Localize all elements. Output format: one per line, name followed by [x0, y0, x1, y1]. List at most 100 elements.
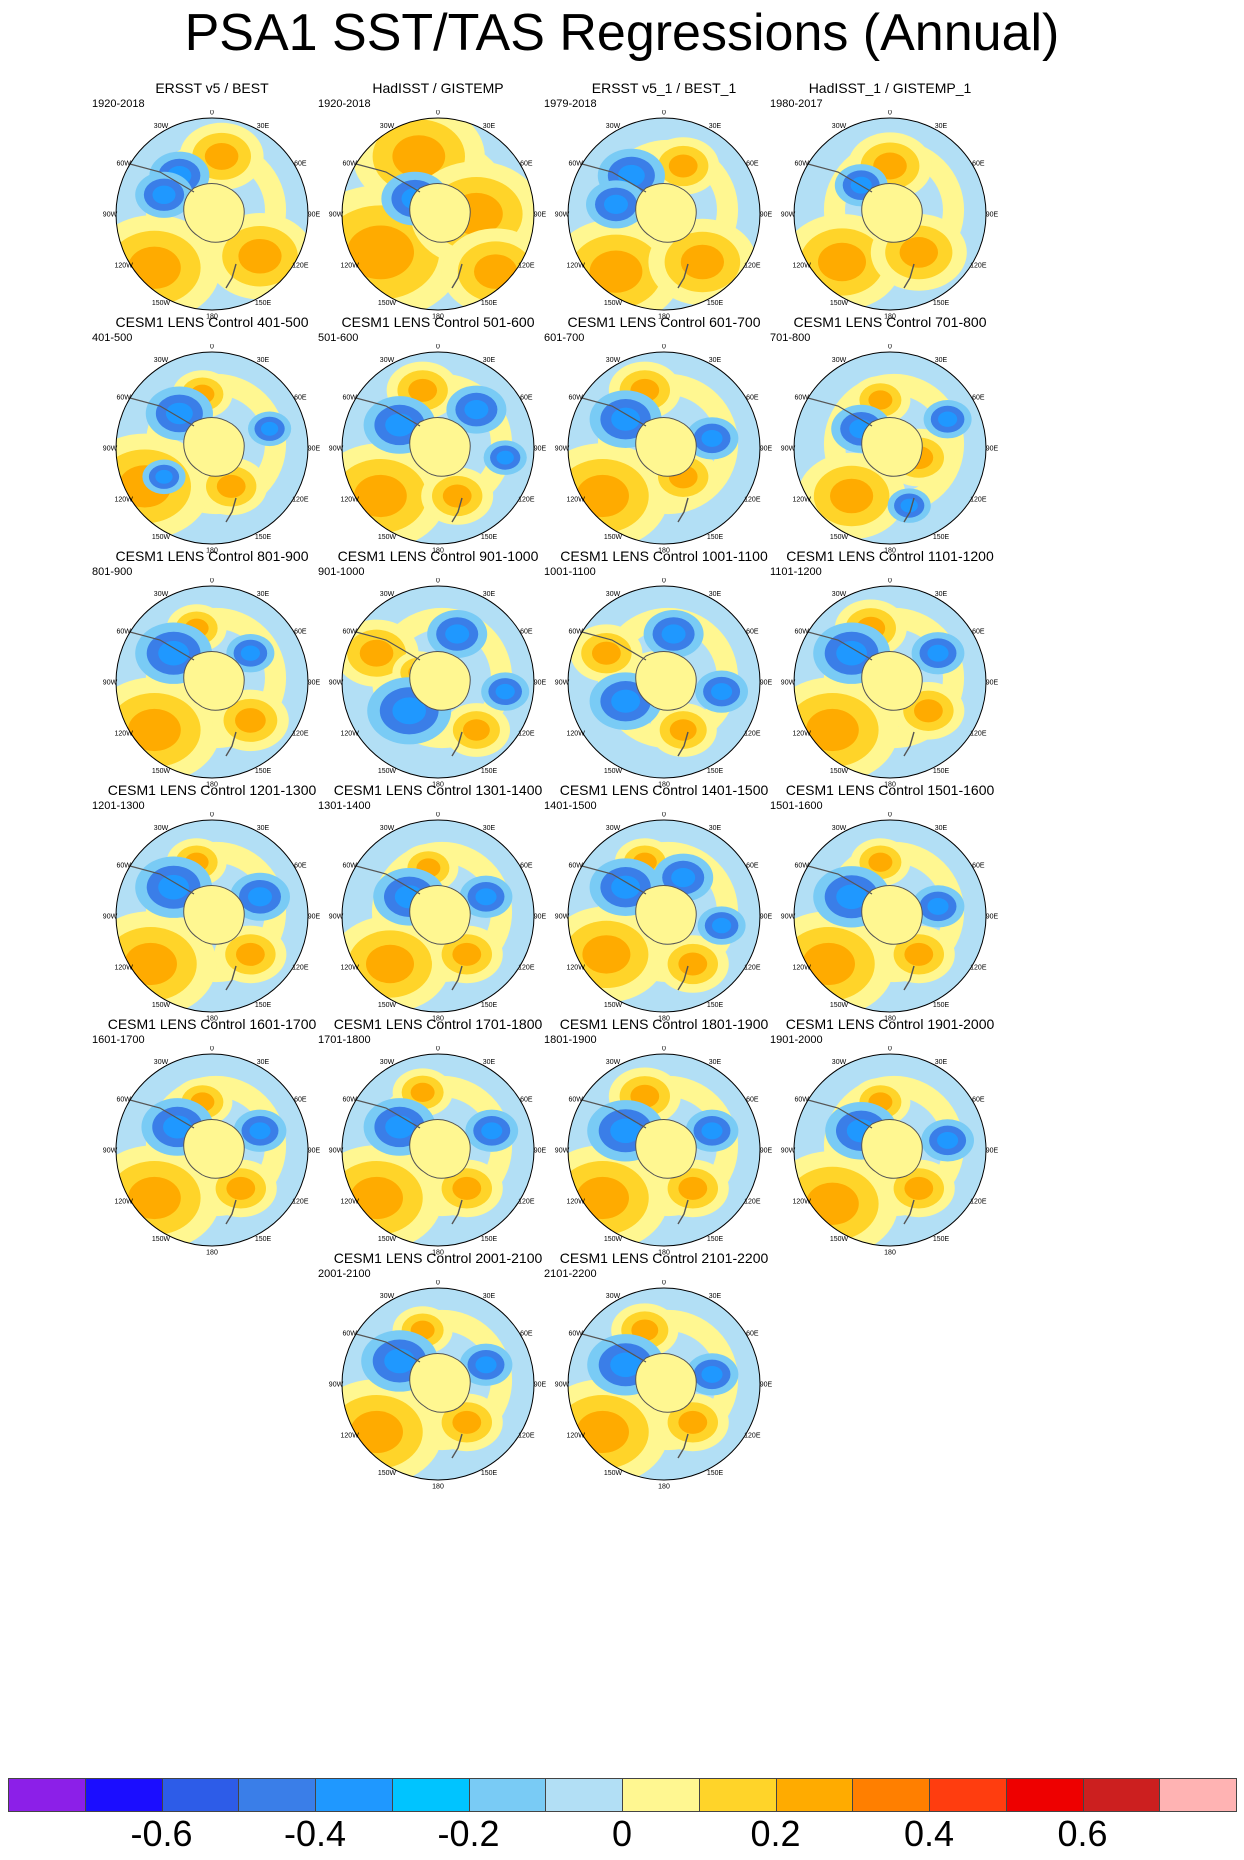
- panel-title: CESM1 LENS Control 1701-1800: [333, 1016, 543, 1032]
- longitude-label: 90E: [986, 680, 999, 687]
- colorbar-swatch: [238, 1778, 316, 1812]
- panel-period: 1979-2018: [544, 98, 597, 110]
- panel-title: CESM1 LENS Control 1901-2000: [785, 1016, 995, 1032]
- map-panel: CESM1 LENS Control 1201-1300 1201-1300 0 30…: [78, 782, 346, 1052]
- longitude-label: 30E: [935, 591, 948, 598]
- positive-anomaly: [238, 238, 282, 274]
- positive-anomaly: [128, 708, 181, 752]
- antarctica-outline: [183, 183, 245, 243]
- negative-anomaly: [385, 1115, 414, 1139]
- new-zealand-outline: [225, 1199, 237, 1225]
- longitude-label: 150W: [830, 1002, 849, 1009]
- longitude-label: 120E: [518, 1199, 535, 1206]
- negative-anomaly: [610, 1118, 641, 1144]
- longitude-label: 120E: [970, 497, 987, 504]
- map-panel: CESM1 LENS Control 1501-1600 1501-1600 0 30…: [756, 782, 1024, 1052]
- longitude-label: 180: [206, 548, 218, 555]
- panel-title: CESM1 LENS Control 2001-2100: [333, 1250, 543, 1266]
- longitude-label: 120E: [292, 731, 309, 738]
- new-zealand-outline: [677, 731, 689, 757]
- longitude-label: 0: [436, 1280, 440, 1287]
- panel-period: 1401-1500: [544, 800, 597, 812]
- longitude-label: 180: [206, 1016, 218, 1023]
- polar-map: 0 30E 60E 90E 120E 150E 180 150W 120W 90W 60W 30W: [329, 1280, 547, 1491]
- panel-period: 1301-1400: [318, 800, 371, 812]
- longitude-label: 180: [658, 314, 670, 321]
- map-boundary: [341, 585, 535, 779]
- longitude-label: 90W: [781, 446, 796, 453]
- longitude-label: 60W: [568, 161, 583, 168]
- longitude-label: 120E: [744, 965, 761, 972]
- longitude-label: 90W: [555, 1382, 570, 1389]
- longitude-label: 30E: [935, 123, 948, 130]
- peninsula-outline: [355, 631, 421, 661]
- longitude-label: 60E: [520, 161, 533, 168]
- negative-anomaly: [661, 624, 686, 644]
- longitude-label: 60E: [972, 1097, 985, 1104]
- longitude-label: 180: [206, 782, 218, 789]
- positive-anomaly: [904, 942, 934, 966]
- new-zealand-outline: [451, 731, 463, 757]
- longitude-label: 60W: [794, 161, 809, 168]
- longitude-label: 120E: [970, 263, 987, 270]
- longitude-label: 150W: [830, 768, 849, 775]
- new-zealand-outline: [225, 497, 237, 523]
- positive-anomaly: [124, 942, 177, 986]
- longitude-label: 30E: [483, 357, 496, 364]
- panel-period: 1920-2018: [318, 98, 371, 110]
- peninsula-outline: [129, 631, 195, 661]
- positive-anomaly: [350, 1410, 403, 1454]
- longitude-label: 180: [658, 548, 670, 555]
- longitude-label: 150E: [707, 1002, 724, 1009]
- longitude-label: 120E: [970, 1199, 987, 1206]
- longitude-label: 30E: [709, 1059, 722, 1066]
- longitude-label: 90E: [986, 1148, 999, 1155]
- peninsula-outline: [581, 163, 647, 193]
- colorbar-swatch: [929, 1778, 1007, 1812]
- new-zealand-outline: [225, 263, 237, 289]
- polar-map: 0 30E 60E 90E 120E 150E 180 150W 120W 90W 60W 30W: [555, 578, 773, 789]
- map-panel: CESM1 LENS Control 2001-2100 2001-2100 0 30…: [304, 1250, 572, 1520]
- map-boundary: [567, 1287, 761, 1481]
- longitude-label: 180: [884, 1016, 896, 1023]
- longitude-label: 60E: [746, 395, 759, 402]
- longitude-label: 0: [662, 1280, 666, 1287]
- longitude-label: 90W: [555, 914, 570, 921]
- longitude-label: 120E: [292, 263, 309, 270]
- negative-anomaly: [711, 683, 733, 701]
- panel-title: CESM1 LENS Control 901-1000: [337, 548, 539, 564]
- longitude-label: 90E: [760, 914, 773, 921]
- map-panel: CESM1 LENS Control 1701-1800 1701-1800 0 30…: [304, 1016, 572, 1286]
- colorbar-swatch: [84, 1778, 163, 1812]
- longitude-label: 60W: [116, 161, 131, 168]
- antarctica-outline: [183, 1119, 245, 1179]
- negative-anomaly: [464, 400, 489, 420]
- longitude-label: 90W: [329, 446, 344, 453]
- polar-map: 0 30E 60E 90E 120E 150E 180 150W 120W 90W 60W 30W: [555, 344, 773, 555]
- longitude-label: 120E: [518, 731, 535, 738]
- longitude-label: 0: [888, 110, 892, 117]
- positive-anomaly: [899, 237, 938, 268]
- longitude-label: 0: [210, 1046, 214, 1053]
- map-boundary: [341, 819, 535, 1013]
- longitude-label: 90W: [103, 212, 118, 219]
- longitude-label: 60E: [294, 161, 307, 168]
- longitude-label: 60W: [568, 1331, 583, 1338]
- positive-anomaly: [582, 935, 631, 974]
- longitude-label: 30E: [483, 825, 496, 832]
- panel-title: CESM1 LENS Control 2101-2200: [559, 1250, 769, 1266]
- map-boundary: [567, 819, 761, 1013]
- longitude-label: 90E: [308, 914, 321, 921]
- longitude-label: 150E: [933, 768, 950, 775]
- antarctica-outline: [409, 1119, 471, 1179]
- negative-anomaly: [260, 421, 279, 436]
- positive-anomaly: [589, 250, 643, 293]
- new-zealand-outline: [225, 965, 237, 991]
- map-boundary: [341, 1287, 535, 1481]
- longitude-label: 150E: [707, 300, 724, 307]
- positive-anomaly: [669, 719, 697, 741]
- longitude-label: 30E: [709, 357, 722, 364]
- longitude-label: 120W: [567, 1433, 586, 1440]
- longitude-label: 180: [658, 1016, 670, 1023]
- panel-title: CESM1 LENS Control 1201-1300: [107, 782, 317, 798]
